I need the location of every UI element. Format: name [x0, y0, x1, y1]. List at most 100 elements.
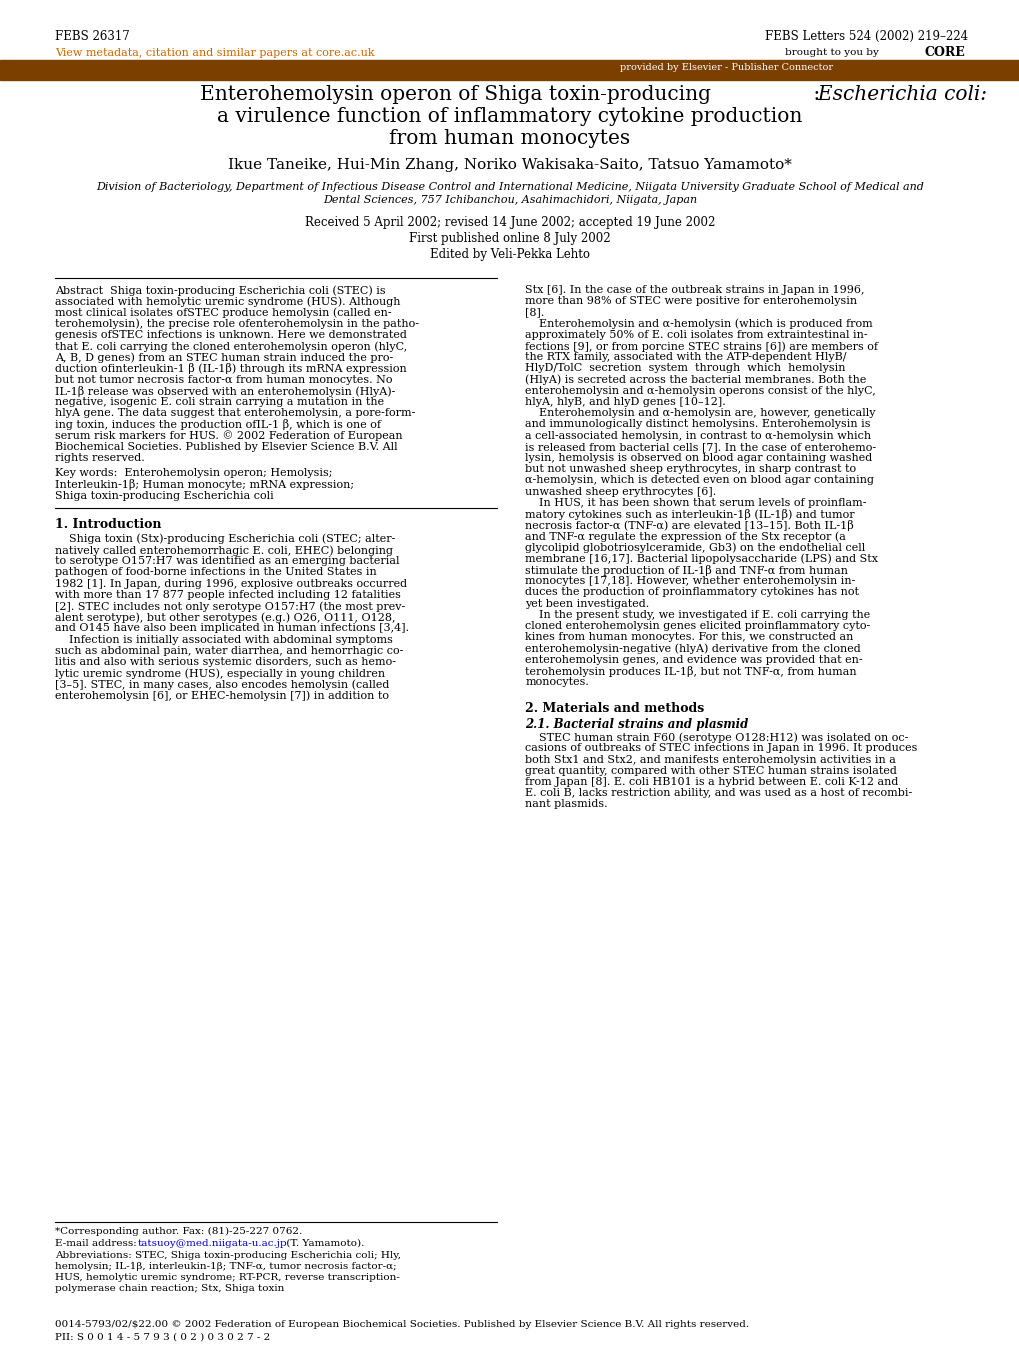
Text: enterohemolysin [6], or EHEC-hemolysin [7]) in addition to: enterohemolysin [6], or EHEC-hemolysin [… [55, 691, 388, 701]
Text: fections [9], or from porcine STEC strains [6]) are members of: fections [9], or from porcine STEC strai… [525, 340, 877, 351]
Text: First published online 8 July 2002: First published online 8 July 2002 [409, 232, 610, 245]
Text: Escherichia coli​:: Escherichia coli​: [33, 84, 986, 104]
Text: rights reserved.: rights reserved. [55, 454, 145, 463]
Text: Shiga toxin (Stx)-producing Escherichia coli (STEC; alter-: Shiga toxin (Stx)-producing Escherichia … [55, 534, 395, 545]
Text: yet been investigated.: yet been investigated. [525, 599, 649, 609]
Text: HUS, hemolytic uremic syndrome; RT-PCR, reverse transcription-: HUS, hemolytic uremic syndrome; RT-PCR, … [55, 1273, 399, 1282]
Text: both Stx1 and Stx2, and manifests enterohemolysin activities in a: both Stx1 and Stx2, and manifests entero… [525, 755, 896, 764]
Text: necrosis factor-α (TNF-α) are elevated [13–15]. Both IL-1β: necrosis factor-α (TNF-α) are elevated [… [525, 520, 854, 531]
Text: unwashed sheep erythrocytes [6].: unwashed sheep erythrocytes [6]. [525, 486, 716, 497]
Text: hlyA gene. The data suggest that enterohemolysin, a pore-form-: hlyA gene. The data suggest that enteroh… [55, 409, 415, 418]
Text: HlyD/TolC  secretion  system  through  which  hemolysin: HlyD/TolC secretion system through which… [525, 364, 845, 373]
Text: Edited by Veli-Pekka Lehto: Edited by Veli-Pekka Lehto [430, 248, 589, 262]
Text: Division of Bacteriology, Department of Infectious Disease Control and Internati: Division of Bacteriology, Department of … [96, 183, 923, 192]
Text: CORE: CORE [924, 46, 965, 59]
Text: FEBS Letters 524 (2002) 219–224: FEBS Letters 524 (2002) 219–224 [764, 30, 967, 44]
Text: from human monocytes: from human monocytes [389, 129, 630, 148]
Text: 2. Materials and methods: 2. Materials and methods [525, 703, 704, 715]
Text: Abstract  Shiga toxin-producing Escherichia coli (STEC) is: Abstract Shiga toxin-producing Escherich… [55, 285, 385, 296]
Text: but not unwashed sheep erythrocytes, in sharp contrast to: but not unwashed sheep erythrocytes, in … [525, 464, 856, 474]
Text: IL-1β release was observed with an enterohemolysin (HlyA)-: IL-1β release was observed with an enter… [55, 385, 395, 396]
Text: STEC human strain F60 (serotype O128:H12) was isolated on oc-: STEC human strain F60 (serotype O128:H12… [525, 733, 908, 742]
Text: casions of outbreaks of STEC infections in Japan in 1996. It produces: casions of outbreaks of STEC infections … [525, 744, 917, 753]
Text: Received 5 April 2002; revised 14 June 2002; accepted 19 June 2002: Received 5 April 2002; revised 14 June 2… [305, 217, 714, 229]
Text: ing toxin, induces the production ofIL-1 β, which is one of: ing toxin, induces the production ofIL-1… [55, 419, 381, 430]
Text: duces the production of proinﬂammatory cytokines has not: duces the production of proinﬂammatory c… [525, 587, 859, 598]
Text: FEBS 26317: FEBS 26317 [55, 30, 129, 44]
Text: [2]. STEC includes not only serotype O157:H7 (the most prev-: [2]. STEC includes not only serotype O15… [55, 601, 405, 612]
Text: [8].: [8]. [525, 308, 544, 317]
Text: and TNF-α regulate the expression of the Stx receptor (a: and TNF-α regulate the expression of the… [525, 531, 846, 542]
Text: to serotype O157:H7 was identified as an emerging bacterial: to serotype O157:H7 was identified as an… [55, 556, 399, 567]
Text: hemolysin; IL-1β, interleukin-1β; TNF-α, tumor necrosis factor-α;: hemolysin; IL-1β, interleukin-1β; TNF-α,… [55, 1263, 396, 1271]
Text: duction ofinterleukin-1 β (IL-1β) through its mRNA expression: duction ofinterleukin-1 β (IL-1β) throug… [55, 364, 407, 375]
Text: [3–5]. STEC, in many cases, also encodes hemolysin (called: [3–5]. STEC, in many cases, also encodes… [55, 680, 389, 691]
Bar [0, 60, 1019, 80]
Text: monocytes [17,18]. However, whether enterohemolysin in-: monocytes [17,18]. However, whether ente… [525, 576, 855, 586]
Text: alent serotype), but other serotypes (e.g.) O26, O111, O128,: alent serotype), but other serotypes (e.… [55, 612, 395, 622]
Text: litis and also with serious systemic disorders, such as hemo-: litis and also with serious systemic dis… [55, 656, 395, 667]
Text: *Corresponding author. Fax: (81)-25-227 0762.: *Corresponding author. Fax: (81)-25-227 … [55, 1227, 302, 1237]
Text: most clinical isolates ofSTEC produce hemolysin (called en-: most clinical isolates ofSTEC produce he… [55, 308, 391, 317]
Text: 0014-5793/02/$22.00 © 2002 Federation of European Biochemical Societies. Publish: 0014-5793/02/$22.00 © 2002 Federation of… [55, 1320, 748, 1329]
Text: terohemolysin produces IL-1β, but not TNF-α, from human: terohemolysin produces IL-1β, but not TN… [525, 666, 856, 677]
Text: the RTX family, associated with the ATP-dependent HlyB/: the RTX family, associated with the ATP-… [525, 353, 846, 362]
Text: α-hemolysin, which is detected even on blood agar containing: α-hemolysin, which is detected even on b… [525, 475, 873, 485]
Text: (HlyA) is secreted across the bacterial membranes. Both the: (HlyA) is secreted across the bacterial … [525, 375, 866, 385]
Text: lytic uremic syndrome (HUS), especially in young children: lytic uremic syndrome (HUS), especially … [55, 669, 385, 678]
Text: 2.1. Bacterial strains and plasmid: 2.1. Bacterial strains and plasmid [525, 718, 748, 731]
Text: Enterohemolysin and α-hemolysin are, however, genetically: Enterohemolysin and α-hemolysin are, how… [525, 409, 875, 418]
Text: but not tumor necrosis factor-α from human monocytes. No: but not tumor necrosis factor-α from hum… [55, 375, 392, 384]
Text: Infection is initially associated with abdominal symptoms: Infection is initially associated with a… [55, 635, 392, 644]
Text: natively called enterohemorrhagic E. coli, EHEC) belonging: natively called enterohemorrhagic E. col… [55, 545, 392, 556]
Text: Enterohemolysin operon of Shiga toxin-producing                         :: Enterohemolysin operon of Shiga toxin-pr… [200, 84, 819, 104]
Text: Key words:  Enterohemolysin operon; Hemolysis;: Key words: Enterohemolysin operon; Hemol… [55, 469, 332, 478]
Text: lysin, hemolysis is observed on blood agar containing washed: lysin, hemolysis is observed on blood ag… [525, 454, 872, 463]
Text: Interleukin-1β; Human monocyte; mRNA expression;: Interleukin-1β; Human monocyte; mRNA exp… [55, 479, 354, 490]
Text: is released from bacterial cells [7]. In the case of enterohemo-: is released from bacterial cells [7]. In… [525, 441, 875, 452]
Text: brought to you by: brought to you by [785, 48, 884, 57]
Text: provided by Elsevier - Publisher Connector: provided by Elsevier - Publisher Connect… [620, 63, 833, 72]
Text: and immunologically distinct hemolysins. Enterohemolysin is: and immunologically distinct hemolysins.… [525, 419, 870, 429]
Text: polymerase chain reaction; Stx, Shiga toxin: polymerase chain reaction; Stx, Shiga to… [55, 1284, 284, 1293]
Text: terohemolysin), the precise role ofenterohemolysin in the patho-: terohemolysin), the precise role ofenter… [55, 319, 419, 330]
Text: A, B, D genes) from an STEC human strain induced the pro-: A, B, D genes) from an STEC human strain… [55, 353, 393, 362]
Text: PII: S 0 0 1 4 - 5 7 9 3 ( 0 2 ) 0 3 0 2 7 - 2: PII: S 0 0 1 4 - 5 7 9 3 ( 0 2 ) 0 3 0 2… [55, 1333, 270, 1342]
Text: more than 98% of STEC were positive for enterohemolysin: more than 98% of STEC were positive for … [525, 296, 857, 306]
Text: and O145 have also been implicated in human infections [3,4].: and O145 have also been implicated in hu… [55, 624, 409, 633]
Text: hlyA, hlyB, and hlyD genes [10–12].: hlyA, hlyB, and hlyD genes [10–12]. [525, 396, 726, 407]
Text: 1. Introduction: 1. Introduction [55, 518, 161, 531]
Text: (T. Yamamoto).: (T. Yamamoto). [282, 1239, 364, 1248]
Text: stimulate the production of IL-1β and TNF-α from human: stimulate the production of IL-1β and TN… [525, 565, 848, 576]
Text: monocytes.: monocytes. [525, 677, 589, 686]
Text: In the present study, we investigated if E. coli carrying the: In the present study, we investigated if… [525, 610, 870, 620]
Text: Ikue Taneike, Hui-Min Zhang, Noriko Wakisaka-Saito, Tatsuo Yamamoto*: Ikue Taneike, Hui-Min Zhang, Noriko Waki… [228, 158, 791, 172]
Text: enterohemolysin and α-hemolysin operons consist of the hlyC,: enterohemolysin and α-hemolysin operons … [525, 385, 875, 396]
Text: a virulence function of inflammatory cytokine production: a virulence function of inflammatory cyt… [217, 108, 802, 127]
Text: enterohemolysin genes, and evidence was provided that en-: enterohemolysin genes, and evidence was … [525, 655, 862, 665]
Text: with more than 17 877 people infected including 12 fatalities: with more than 17 877 people infected in… [55, 590, 400, 599]
Text: membrane [16,17]. Bacterial lipopolysaccharide (LPS) and Stx: membrane [16,17]. Bacterial lipopolysacc… [525, 554, 877, 564]
Text: kines from human monocytes. For this, we constructed an: kines from human monocytes. For this, we… [525, 632, 853, 643]
Text: Shiga toxin-producing Escherichia coli: Shiga toxin-producing Escherichia coli [55, 490, 273, 501]
Text: from Japan [8]. E. coli HB101 is a hybrid between E. coli K-12 and: from Japan [8]. E. coli HB101 is a hybri… [525, 776, 898, 787]
Text: that E. coli carrying the cloned enterohemolysin operon (hlyC,: that E. coli carrying the cloned enteroh… [55, 340, 407, 351]
Text: matory cytokines such as interleukin-1β (IL-1β) and tumor: matory cytokines such as interleukin-1β … [525, 509, 854, 520]
Text: nant plasmids.: nant plasmids. [525, 799, 607, 809]
Text: E-mail address:: E-mail address: [55, 1239, 140, 1248]
Text: Stx [6]. In the case of the outbreak strains in Japan in 1996,: Stx [6]. In the case of the outbreak str… [525, 285, 864, 296]
Text: Enterohemolysin and α-hemolysin (which is produced from: Enterohemolysin and α-hemolysin (which i… [525, 319, 872, 330]
Text: E. coli B, lacks restriction ability, and was used as a host of recombi-: E. coli B, lacks restriction ability, an… [525, 789, 912, 798]
Text: enterohemolysin-negative (hlyA) derivative from the cloned: enterohemolysin-negative (hlyA) derivati… [525, 643, 860, 654]
Text: great quantity, compared with other STEC human strains isolated: great quantity, compared with other STEC… [525, 765, 897, 776]
Text: genesis ofSTEC infections is unknown. Here we demonstrated: genesis ofSTEC infections is unknown. He… [55, 330, 407, 339]
Text: Biochemical Societies. Published by Elsevier Science B.V. All: Biochemical Societies. Published by Else… [55, 441, 397, 452]
Text: Dental Sciences, 757 Ichibanchou, Asahimachidori, Niigata, Japan: Dental Sciences, 757 Ichibanchou, Asahim… [323, 195, 696, 206]
Text: glycolipid globotriosylceramide, Gb3) on the endothelial cell: glycolipid globotriosylceramide, Gb3) on… [525, 542, 865, 553]
Text: approximately 50% of E. coli isolates from extraintestinal in-: approximately 50% of E. coli isolates fr… [525, 330, 867, 339]
Text: such as abdominal pain, water diarrhea, and hemorrhagic co-: such as abdominal pain, water diarrhea, … [55, 646, 403, 655]
Text: Abbreviations: STEC, Shiga toxin-producing Escherichia coli; Hly,: Abbreviations: STEC, Shiga toxin-produci… [55, 1252, 400, 1260]
Text: 1982 [1]. In Japan, during 1996, explosive outbreaks occurred: 1982 [1]. In Japan, during 1996, explosi… [55, 579, 407, 588]
Text: View metadata, citation and similar papers at core.ac.uk: View metadata, citation and similar pape… [55, 48, 374, 59]
Text: serum risk markers for HUS. © 2002 Federation of European: serum risk markers for HUS. © 2002 Feder… [55, 430, 403, 441]
